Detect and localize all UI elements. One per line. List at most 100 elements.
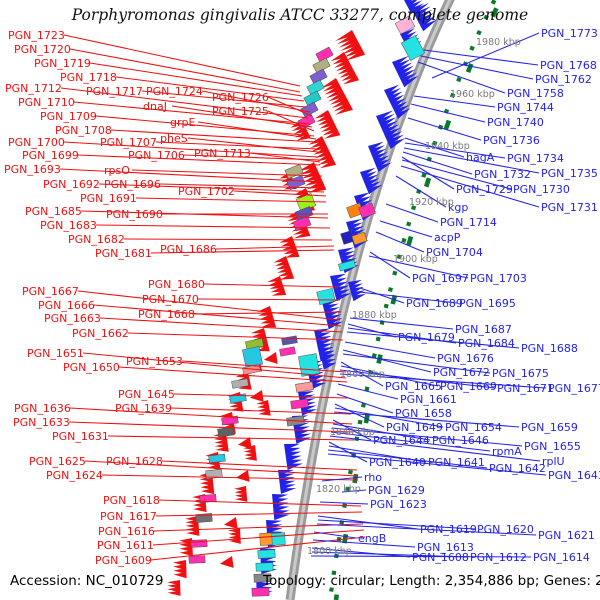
- gene-label[interactable]: rho: [364, 471, 382, 484]
- gene-label[interactable]: PGN_1623: [370, 498, 427, 511]
- feature-box[interactable]: [351, 231, 368, 246]
- gene-label[interactable]: PGN_1724: [146, 85, 203, 98]
- gene-label[interactable]: kgp: [448, 201, 468, 214]
- gene-label[interactable]: PGN_1692: [43, 178, 100, 191]
- gene-label[interactable]: PGN_1677: [548, 382, 600, 395]
- gene-label[interactable]: PGN_1682: [68, 233, 125, 246]
- gene-arrow[interactable]: [219, 556, 234, 570]
- gene-label[interactable]: PGN_1740: [487, 116, 544, 129]
- gene-label[interactable]: PGN_1693: [4, 163, 61, 176]
- feature-box[interactable]: [290, 398, 309, 410]
- gene-label[interactable]: PGN_1644: [373, 434, 430, 447]
- gene-label[interactable]: PGN_1675: [492, 367, 549, 380]
- gene-arrow[interactable]: [173, 560, 187, 579]
- gene-label[interactable]: PGN_1684: [458, 337, 515, 350]
- feature-box[interactable]: [257, 549, 276, 559]
- gene-label[interactable]: PGN_1640: [369, 456, 426, 469]
- gene-label[interactable]: PGN_1662: [72, 327, 129, 340]
- gene-arrow[interactable]: [273, 256, 295, 283]
- gene-arrow[interactable]: [314, 327, 336, 362]
- gene-label[interactable]: PGN_1667: [22, 285, 79, 298]
- gene-label[interactable]: PGN_1636: [14, 402, 71, 415]
- gene-label[interactable]: PGN_1720: [14, 43, 71, 56]
- gene-label[interactable]: PGN_1668: [138, 308, 195, 321]
- feature-box[interactable]: [279, 346, 296, 357]
- gene-arrow[interactable]: [330, 52, 360, 88]
- feature-box[interactable]: [309, 68, 328, 85]
- gene-label[interactable]: PGN_1689: [406, 297, 463, 310]
- gene-arrow[interactable]: [256, 400, 271, 418]
- gene-arrow[interactable]: [384, 83, 412, 119]
- feature-box[interactable]: [251, 587, 270, 597]
- gene-label[interactable]: PGN_1670: [142, 293, 199, 306]
- feature-box[interactable]: [338, 259, 356, 272]
- gene-label[interactable]: PGN_1680: [148, 278, 205, 291]
- gene-label[interactable]: PGN_1710: [18, 96, 75, 109]
- gene-arrow[interactable]: [235, 470, 250, 484]
- gene-arrow[interactable]: [284, 442, 303, 470]
- gene-label[interactable]: acpP: [434, 231, 461, 244]
- gene-arrow[interactable]: [185, 516, 200, 537]
- feature-box[interactable]: [281, 335, 298, 346]
- gene-label[interactable]: PGN_1671: [497, 382, 554, 395]
- gene-label[interactable]: PGN_1726: [212, 91, 269, 104]
- feature-box[interactable]: [295, 381, 314, 393]
- gene-arrow[interactable]: [314, 110, 341, 142]
- gene-arrow[interactable]: [249, 390, 264, 404]
- feature-box[interactable]: [208, 453, 226, 464]
- gene-label[interactable]: PGN_1639: [115, 402, 172, 415]
- right-gene-labels[interactable]: PGN_1773 PGN_1768PGN_1762PGN_1758PGN_1744…: [358, 27, 600, 564]
- gene-label[interactable]: PGN_1731: [541, 201, 598, 214]
- gene-label[interactable]: PGN_1773: [541, 27, 598, 40]
- feature-box[interactable]: [315, 46, 334, 63]
- gene-label[interactable]: PGN_1734: [507, 152, 564, 165]
- gene-label[interactable]: pheS: [160, 132, 188, 145]
- gene-arrow[interactable]: [368, 140, 393, 173]
- gene-label[interactable]: rplU: [542, 455, 565, 468]
- gene-label[interactable]: PGN_1695: [459, 297, 516, 310]
- gene-label[interactable]: PGN_1725: [212, 105, 269, 118]
- gene-label[interactable]: PGN_1697: [412, 272, 469, 285]
- gene-label[interactable]: PGN_1659: [521, 421, 578, 434]
- gene-label[interactable]: PGN_1714: [440, 216, 497, 229]
- gene-label[interactable]: PGN_1719: [34, 57, 91, 70]
- gene-label[interactable]: hagA: [466, 151, 495, 164]
- feature-box[interactable]: [316, 287, 336, 306]
- feature-box[interactable]: [217, 426, 235, 438]
- gene-label[interactable]: PGN_1729: [456, 183, 513, 196]
- gene-label[interactable]: PGN_1655: [524, 440, 581, 453]
- feature-box[interactable]: [312, 57, 331, 74]
- feature-box[interactable]: [253, 573, 272, 583]
- feature-box[interactable]: [255, 562, 274, 572]
- gene-label[interactable]: PGN_1732: [474, 168, 531, 181]
- gene-label[interactable]: PGN_1646: [432, 434, 489, 447]
- gene-label[interactable]: PGN_1624: [46, 469, 103, 482]
- left-gene-labels[interactable]: PGN_1723PGN_1720PGN_1719PGN_1718PGN_1712…: [4, 29, 269, 567]
- gene-label[interactable]: PGN_1641: [428, 456, 485, 469]
- gene-label[interactable]: PGN_1643: [548, 469, 600, 482]
- gene-label[interactable]: PGN_1700: [8, 136, 65, 149]
- gene-label[interactable]: PGN_1768: [540, 59, 597, 72]
- gene-label[interactable]: PGN_1650: [63, 361, 120, 374]
- gene-label[interactable]: PGN_1625: [29, 455, 86, 468]
- gene-arrow[interactable]: [243, 445, 257, 462]
- gene-label[interactable]: grpE: [170, 116, 195, 129]
- gene-label[interactable]: PGN_1706: [128, 149, 185, 162]
- gene-label[interactable]: dnaJ: [143, 100, 167, 113]
- gene-arrow[interactable]: [412, 2, 439, 32]
- gene-label[interactable]: PGN_1608: [412, 551, 469, 564]
- gene-label[interactable]: PGN_1704: [426, 246, 483, 259]
- gene-arrow[interactable]: [360, 166, 384, 195]
- gene-arrow[interactable]: [213, 432, 229, 454]
- gene-label[interactable]: PGN_1744: [497, 101, 554, 114]
- feature-box[interactable]: [303, 90, 322, 107]
- gene-label[interactable]: PGN_1699: [22, 149, 79, 162]
- gene-label[interactable]: PGN_1717: [86, 85, 143, 98]
- gene-label[interactable]: PGN_1609: [95, 554, 152, 567]
- gene-label[interactable]: PGN_1616: [98, 525, 155, 538]
- gene-label[interactable]: PGN_1676: [437, 352, 494, 365]
- gene-arrow[interactable]: [272, 493, 290, 521]
- gene-label[interactable]: PGN_1620: [477, 523, 534, 536]
- gene-arrow[interactable]: [228, 528, 241, 545]
